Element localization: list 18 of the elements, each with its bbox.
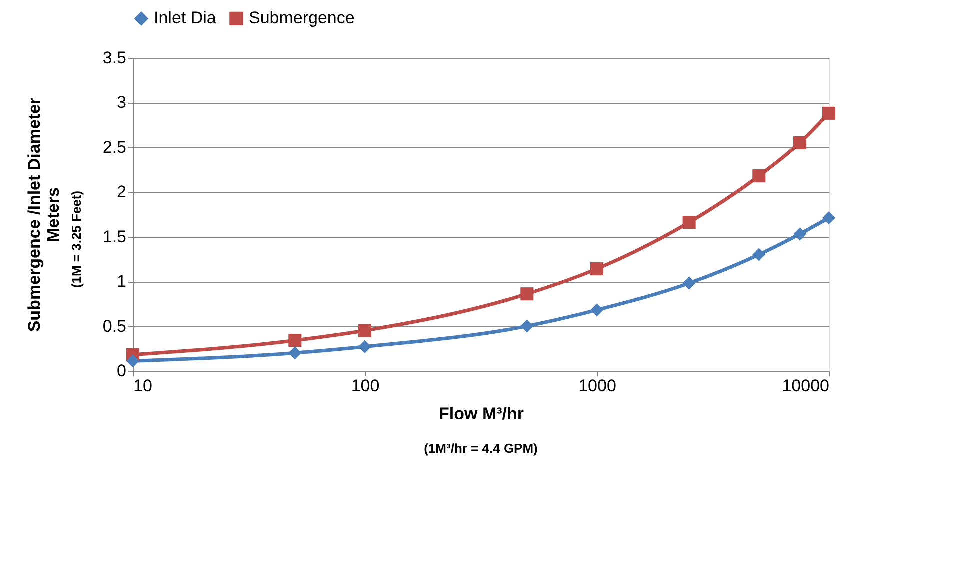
text: (1M³/hr = 4.4 GPM) [424, 441, 538, 456]
y-tick-label: 0.5 [102, 316, 126, 336]
x-axis-title: Flow M³/hr [439, 404, 524, 424]
y-tick-label: 2 [117, 182, 126, 202]
x-tick-label: 100 [351, 376, 380, 396]
y-tick-label: 3.5 [102, 48, 126, 68]
y-tick-label: 3 [117, 93, 126, 112]
x-tick-label: 1000 [578, 376, 616, 396]
y-tick-label: 1.5 [102, 227, 126, 246]
legend-label: Inlet Dia [154, 8, 217, 28]
x-tick-label: 10000 [782, 376, 830, 396]
y-tick-label: 2.5 [102, 138, 126, 157]
y-tick-label: 1 [117, 272, 126, 292]
text: (1M = 3.25 Feet) [69, 190, 84, 288]
x-tick-label: 10 [134, 376, 152, 396]
y-tick-label: 0 [117, 362, 126, 380]
legend-label: Submergence [249, 8, 355, 28]
y-axis-title: Submergence /Inlet Diameter Meters [24, 97, 63, 332]
